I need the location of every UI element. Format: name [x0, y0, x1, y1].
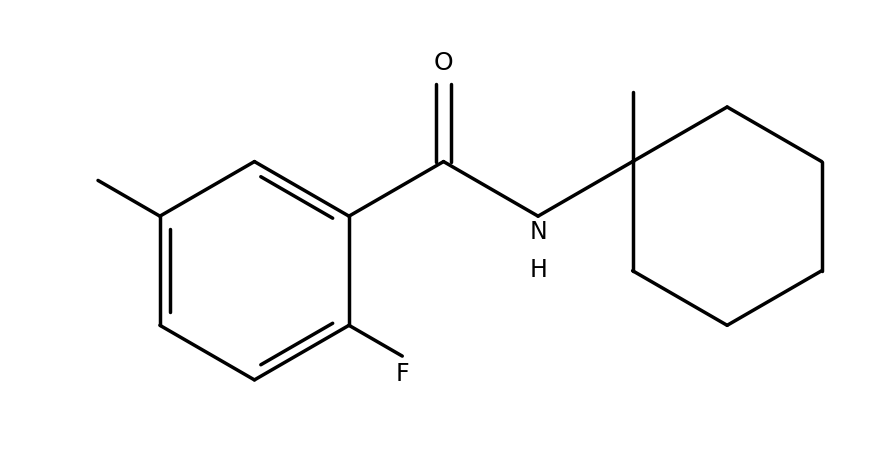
Text: O: O — [434, 51, 454, 75]
Text: N: N — [529, 220, 547, 244]
Text: H: H — [529, 258, 547, 282]
Text: F: F — [395, 362, 409, 386]
